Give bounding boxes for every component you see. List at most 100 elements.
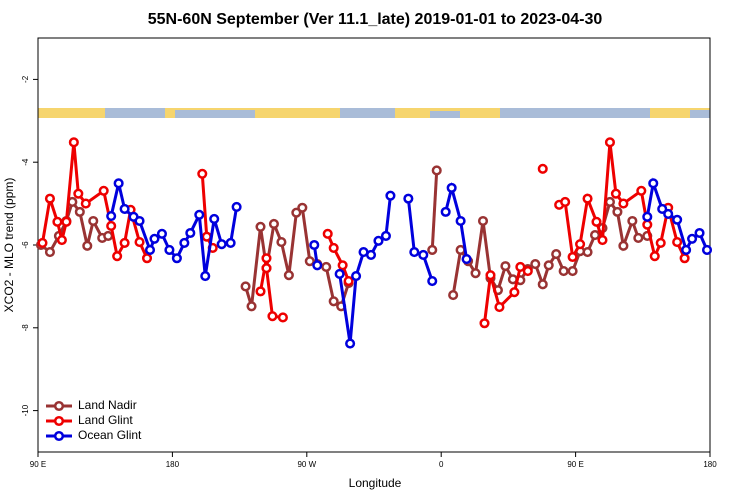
legend-marker [53,415,65,427]
data-point [328,242,339,253]
data-point [240,281,251,292]
data-point [567,266,578,277]
data-point [52,216,63,227]
data-point [589,230,601,241]
data-point [328,296,339,307]
data-point [543,260,554,271]
data-point [612,206,623,217]
data-point [642,219,653,230]
data-point [309,239,320,251]
data-point [679,253,690,264]
x-axis-label: Longitude [349,476,402,490]
data-point [636,185,647,196]
data-point [225,237,236,248]
data-point [171,253,182,264]
data-point [477,215,489,227]
data-point [321,261,332,272]
data-point [119,203,130,215]
x-tick-label: 180 [166,460,180,469]
data-point [297,202,308,213]
data-point [106,220,117,232]
data-point [261,253,272,264]
data-point [687,233,698,244]
data-point [642,211,653,222]
data-point [537,163,548,174]
data-point [365,249,377,260]
series-line [444,181,469,260]
data-point [582,246,593,258]
data-point [88,215,99,227]
data-point [134,215,145,227]
data-point [591,216,602,227]
data-point [515,261,526,272]
data-point [455,215,466,227]
data-point [618,198,629,209]
data-point [164,244,175,256]
y-tick-label: -2 [21,75,30,83]
data-point [291,207,302,218]
data-point [103,230,114,241]
series-line [406,198,434,282]
data-point [681,244,692,256]
data-point [267,311,278,322]
data-point [610,188,621,199]
x-tick-label: 90 E [30,460,46,469]
data-point [61,216,72,227]
data-point [194,209,205,220]
series-line [338,195,392,344]
data-point [618,240,629,251]
legend-marker [53,430,65,442]
data-point [427,244,438,256]
x-tick-label: 90 W [297,460,316,469]
y-axis-label: XCO2 - MLO trend (ppm) [2,178,16,313]
data-point [446,182,457,193]
data-point [537,279,548,290]
series-line [40,198,109,255]
data-point [575,239,586,250]
data-point [479,318,490,329]
data-point [604,137,615,148]
data-point [201,231,212,242]
data-point [672,237,683,248]
data-point [255,221,266,232]
x-tick-label: 180 [703,460,717,469]
y-tick-label: -10 [21,404,30,416]
data-point [277,312,288,323]
chart-title: 55N-60N September (Ver 11.1_late) 2019-0… [148,11,603,28]
data-point [597,234,608,246]
data-point [558,266,569,277]
data-point [509,287,520,298]
data-point [113,178,124,189]
data-point [448,290,459,301]
data-point [567,251,578,263]
data-point [255,286,266,297]
data-point [200,271,211,282]
data-point [44,246,55,258]
data-point [648,178,659,189]
data-point [134,237,145,248]
data-point [312,260,323,271]
data-point [197,168,208,179]
data-point [343,275,354,287]
y-tick-label: -4 [21,158,30,166]
data-point [461,254,472,265]
data-point [560,196,571,207]
data-point [494,302,505,313]
data-point [403,193,414,204]
data-point [261,263,272,274]
data-point [144,244,156,256]
data-point [627,215,638,227]
data-point [141,253,153,264]
data-point [694,227,705,239]
data-point [672,214,683,225]
data-point [322,228,333,239]
data-point [73,188,84,199]
data-point [112,251,123,262]
data-point [209,213,220,224]
data-point [500,261,511,272]
y-tick-label: -8 [21,324,30,332]
data-point [246,301,257,312]
data-point [185,227,196,239]
data-point [663,208,674,219]
